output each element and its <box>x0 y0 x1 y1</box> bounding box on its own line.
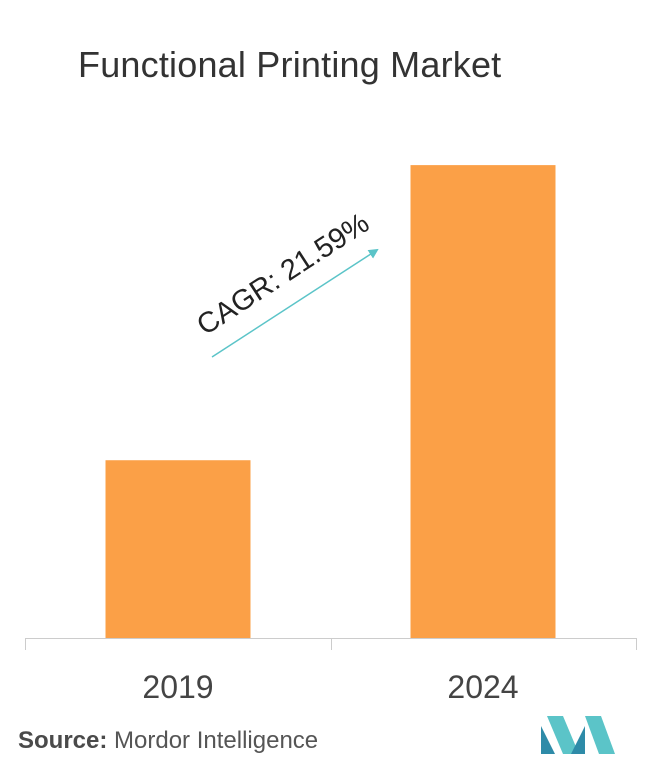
bars-group <box>105 165 556 638</box>
x-axis <box>25 638 637 650</box>
x-tick-label-2019: 2019 <box>142 669 213 705</box>
bar-2019 <box>105 460 251 638</box>
logo-shape-2 <box>547 716 579 754</box>
x-tick-labels: 2019 2024 <box>142 669 518 705</box>
logo-shape-1 <box>541 726 555 754</box>
logo-shape-4 <box>585 716 615 754</box>
source-note: Source: Mordor Intelligence <box>18 727 318 755</box>
source-text: Mordor Intelligence <box>114 727 319 754</box>
x-tick-label-2024: 2024 <box>447 669 518 705</box>
mordor-intelligence-logo-icon <box>541 716 615 754</box>
chart-title: Functional Printing Market <box>78 44 502 85</box>
cagr-label: CAGR: 21.59% <box>191 207 375 342</box>
bar-2024 <box>410 165 556 638</box>
bar-chart: 2019 2024 CAGR: 21.59% <box>25 165 637 705</box>
logo-shape-3 <box>571 726 585 754</box>
cagr-arrow <box>211 248 379 358</box>
cagr-annotation: CAGR: 21.59% <box>191 207 379 358</box>
source-label: Source: <box>18 727 108 754</box>
